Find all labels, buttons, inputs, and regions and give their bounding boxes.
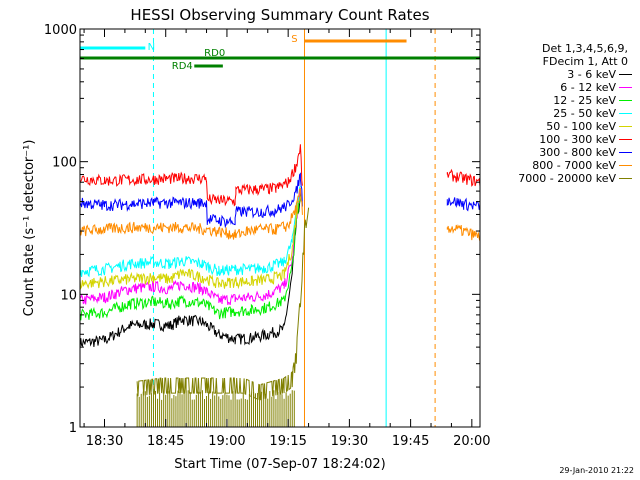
legend-swatch xyxy=(619,100,632,101)
legend-swatch xyxy=(619,178,632,179)
series-line xyxy=(79,185,301,278)
legend-header-line-2: FDecim 1, Att 0 xyxy=(542,55,628,68)
legend-swatch xyxy=(619,152,632,153)
y-axis-label: Count Rate (s⁻¹ detector⁻¹) xyxy=(22,140,37,317)
legend-entry-label: 800 - 7000 keV xyxy=(532,159,616,172)
legend-entry: 12 - 25 keV xyxy=(496,94,636,107)
legend-swatch xyxy=(619,139,632,140)
x-axis-label: Start Time (07-Sep-07 18:24:02) xyxy=(174,457,385,472)
generated-timestamp: 29-Jan-2010 21:22 xyxy=(559,466,634,475)
y-tick-label: 100 xyxy=(52,156,77,171)
plot-frame xyxy=(79,28,481,428)
series-line xyxy=(79,195,301,321)
legend-swatch xyxy=(619,74,632,75)
legend-entry: 800 - 7000 keV xyxy=(496,159,636,172)
annotation-label: S xyxy=(291,34,297,45)
legend-entry-label: 6 - 12 keV xyxy=(560,81,616,94)
legend-entry-label: 50 - 100 keV xyxy=(546,120,616,133)
series-line xyxy=(79,144,481,207)
chart-title: HESSI Observing Summary Count Rates xyxy=(130,6,429,24)
x-tick-label: 19:15 xyxy=(269,434,306,449)
series-line xyxy=(79,191,301,350)
series-line xyxy=(79,196,301,290)
x-tick-label: 18:45 xyxy=(147,434,184,449)
annotation-label: RD4 xyxy=(172,61,193,72)
annotation-label: N xyxy=(148,42,155,53)
legend-entry: 50 - 100 keV xyxy=(496,120,636,133)
x-tick-label: 18:30 xyxy=(86,434,123,449)
legend: Det 1,3,4,5,6,9, FDecim 1, Att 0 3 - 6 k… xyxy=(496,42,636,185)
legend-entry: 7000 - 20000 keV xyxy=(496,172,636,185)
y-tick-label: 1000 xyxy=(44,23,77,38)
legend-swatch xyxy=(619,113,632,114)
annotation-label: RD0 xyxy=(204,48,225,59)
legend-entry-label: 25 - 50 keV xyxy=(553,107,616,120)
legend-entry-label: 300 - 800 keV xyxy=(539,146,616,159)
x-tick-label: 19:00 xyxy=(208,434,245,449)
x-tick-label: 19:45 xyxy=(392,434,429,449)
legend-entry-label: 100 - 300 keV xyxy=(539,133,616,146)
legend-swatch xyxy=(619,165,632,166)
legend-header-line-1: Det 1,3,4,5,6,9, xyxy=(541,42,628,55)
x-tick-label: 20:00 xyxy=(453,434,490,449)
series-line xyxy=(79,188,301,306)
legend-entry-label: 12 - 25 keV xyxy=(553,94,616,107)
legend-swatch xyxy=(619,126,632,127)
x-tick-label: 19:30 xyxy=(331,434,368,449)
legend-entry: 3 - 6 keV xyxy=(496,68,636,81)
legend-entry: 100 - 300 keV xyxy=(496,133,636,146)
legend-entry: 300 - 800 keV xyxy=(496,146,636,159)
y-tick-label: 1 xyxy=(69,421,77,436)
series-line xyxy=(79,172,481,229)
series-line xyxy=(136,207,310,401)
legend-swatch xyxy=(619,87,632,88)
legend-entry-label: 3 - 6 keV xyxy=(567,68,616,81)
series-line xyxy=(79,187,481,242)
y-tick-label: 10 xyxy=(60,288,77,303)
legend-entry: 6 - 12 keV xyxy=(496,81,636,94)
legend-entry-label: 7000 - 20000 keV xyxy=(518,172,616,185)
legend-entry: 25 - 50 keV xyxy=(496,107,636,120)
